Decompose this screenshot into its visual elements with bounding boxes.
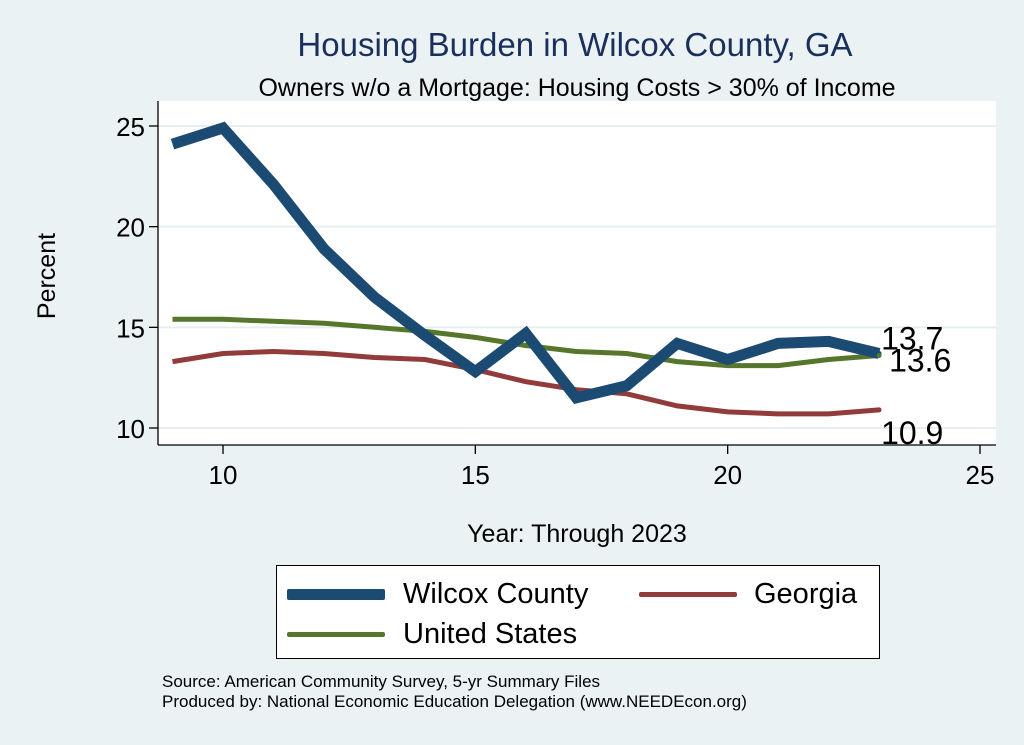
- series-end-marker-2: [876, 353, 882, 359]
- legend-label-us: United States: [403, 618, 578, 650]
- x-tick-label-15: 15: [461, 460, 490, 490]
- x-tick-label-20: 20: [713, 460, 742, 490]
- y-tick-label-25: 25: [116, 112, 145, 142]
- x-axis-label: Year: Through 2023: [467, 520, 687, 548]
- end-label-wilcox-county: 13.7: [881, 321, 943, 357]
- x-tick-label-25: 25: [966, 460, 995, 490]
- legend-item-us: United States: [287, 618, 577, 651]
- y-axis-label: Percent: [33, 233, 61, 319]
- source-line-2: Produced by: National Economic Education…: [162, 692, 747, 711]
- legend-item-wilcox: Wilcox County: [287, 578, 588, 611]
- y-tick-label-10: 10: [116, 414, 145, 444]
- source-line-1: Source: American Community Survey, 5-yr …: [162, 672, 601, 691]
- end-label-georgia: 10.9: [881, 415, 943, 451]
- series-end-marker-1: [876, 407, 882, 413]
- legend-item-georgia: Georgia: [639, 578, 857, 611]
- legend: Wilcox County Georgia United States: [276, 565, 880, 659]
- y-tick-label-20: 20: [116, 213, 145, 243]
- source-note: Source: American Community Survey, 5-yr …: [162, 672, 747, 712]
- legend-label-georgia: Georgia: [754, 578, 858, 610]
- series-line-wilcox-county: [170, 121, 881, 404]
- legend-label-wilcox: Wilcox County: [403, 578, 589, 610]
- chart-title: Housing Burden in Wilcox County, GA: [297, 26, 853, 63]
- series-line-georgia: [172, 348, 880, 417]
- end-label-united-states: 13.6: [889, 343, 951, 379]
- legend-swatch-wilcox: [287, 589, 385, 600]
- chart-subtitle: Owners w/o a Mortgage: Housing Costs > 3…: [258, 74, 896, 102]
- y-tick-label-15: 15: [116, 313, 145, 343]
- legend-swatch-georgia: [639, 592, 737, 597]
- x-tick-label-10: 10: [209, 460, 238, 490]
- legend-swatch-us: [287, 632, 385, 637]
- series-line-united-states: [172, 316, 880, 369]
